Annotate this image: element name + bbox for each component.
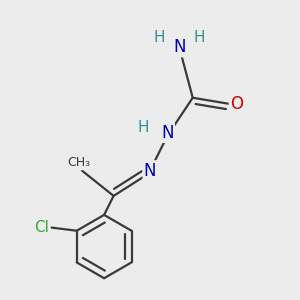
Text: H: H — [154, 30, 165, 45]
Text: Cl: Cl — [34, 220, 49, 235]
Text: H: H — [193, 30, 205, 45]
Text: O: O — [230, 95, 243, 113]
Text: N: N — [161, 124, 174, 142]
Text: N: N — [174, 38, 186, 56]
Text: CH₃: CH₃ — [67, 156, 90, 169]
Text: H: H — [138, 120, 149, 135]
Text: N: N — [144, 162, 156, 180]
